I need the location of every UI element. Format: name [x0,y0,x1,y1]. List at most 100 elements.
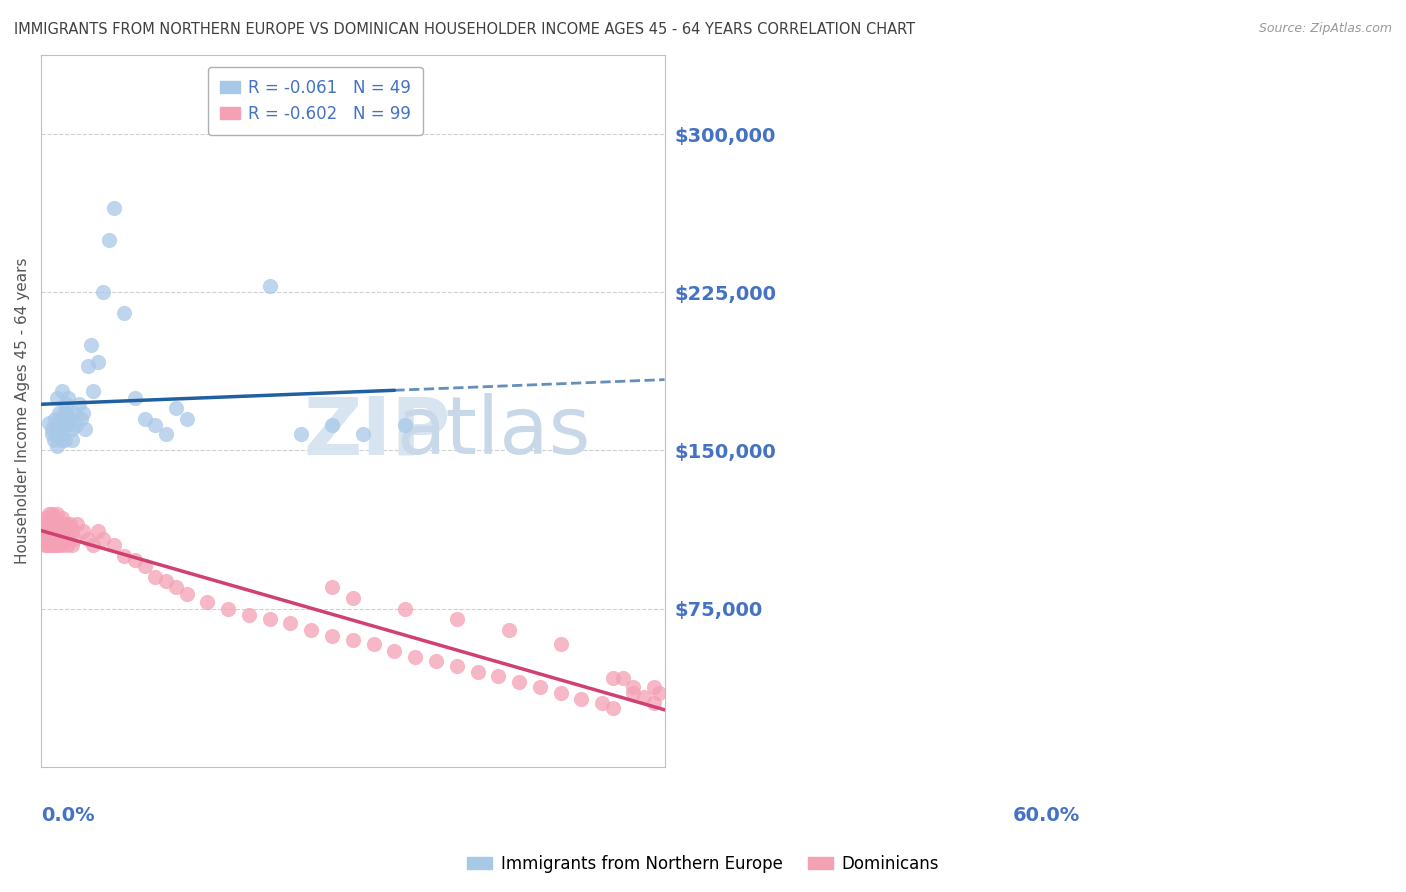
Point [55,397,77,411]
Point [44,412,66,426]
Text: atlas: atlas [396,393,591,471]
Point [49,532,72,546]
Point [38,507,60,521]
Point [87,524,110,538]
Point [52,405,75,419]
Point [55,517,77,532]
Point [498,623,520,637]
Text: IMMIGRANTS FROM NORTHERN EUROPE VS DOMINICAN HOUSEHOLDER INCOME AGES 45 - 64 YEA: IMMIGRANTS FROM NORTHERN EUROPE VS DOMIN… [14,22,915,37]
Point [45,517,67,532]
Point [41,517,63,532]
Point [425,654,447,668]
Point [446,612,468,626]
Point [76,532,98,546]
Point [48,405,70,419]
Text: 60.0%: 60.0% [1012,805,1080,825]
Point [65,418,87,433]
Point [41,532,63,546]
Point [165,401,187,416]
Point [602,700,624,714]
Point [32,524,55,538]
Point [42,511,65,525]
Point [38,416,60,430]
Point [45,538,67,552]
Point [35,532,58,546]
Point [176,587,198,601]
Point [46,524,69,538]
Point [112,306,135,320]
Point [53,433,76,447]
Point [46,538,69,552]
Point [321,581,343,595]
Point [648,686,671,700]
Point [145,570,167,584]
Point [550,686,572,700]
Point [621,680,644,694]
Point [602,671,624,685]
Point [52,532,75,546]
Point [93,532,115,546]
Point [612,671,634,685]
Point [290,426,312,441]
Point [404,650,426,665]
Point [34,538,56,552]
Point [145,418,167,433]
Point [76,359,98,373]
Point [51,511,73,525]
Point [32,532,55,546]
Point [134,412,156,426]
Text: 0.0%: 0.0% [41,805,94,825]
Point [60,524,83,538]
Point [82,384,104,399]
Y-axis label: Householder Income Ages 45 - 64 years: Householder Income Ages 45 - 64 years [15,258,30,564]
Point [45,524,67,538]
Point [82,538,104,552]
Point [93,285,115,300]
Point [45,439,67,453]
Point [60,538,83,552]
Point [45,426,67,441]
Point [34,517,56,532]
Point [259,279,281,293]
Point [56,405,79,419]
Point [60,422,83,436]
Point [48,532,70,546]
Point [42,538,65,552]
Point [363,637,385,651]
Point [446,658,468,673]
Point [124,391,146,405]
Point [56,538,79,552]
Point [49,517,72,532]
Point [38,538,60,552]
Point [46,418,69,433]
Point [155,426,177,441]
Point [259,612,281,626]
Point [529,680,551,694]
Point [37,524,59,538]
Point [112,549,135,563]
Point [165,581,187,595]
Point [60,433,83,447]
Point [238,607,260,622]
Point [42,524,65,538]
Point [41,524,63,538]
Point [176,412,198,426]
Text: Source: ZipAtlas.com: Source: ZipAtlas.com [1258,22,1392,36]
Point [80,338,103,352]
Point [41,426,63,441]
Point [35,511,58,525]
Point [44,532,66,546]
Point [467,665,489,679]
Point [37,538,59,552]
Point [51,433,73,447]
Point [37,532,59,546]
Point [87,355,110,369]
Point [45,532,67,546]
Point [58,532,80,546]
Point [56,418,79,433]
Point [73,422,96,436]
Point [52,418,75,433]
Point [72,405,94,419]
Point [134,559,156,574]
Point [352,426,374,441]
